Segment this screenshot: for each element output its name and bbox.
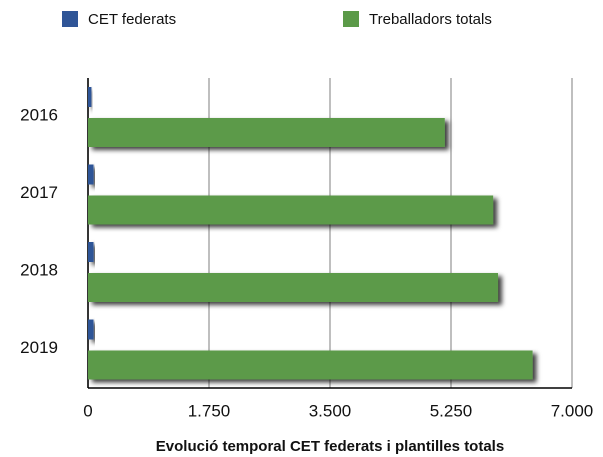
bar bbox=[88, 319, 94, 340]
legend-label: Treballadors totals bbox=[369, 11, 492, 28]
x-tick-label: 5.250 bbox=[430, 401, 473, 420]
y-tick-label: 2018 bbox=[20, 260, 58, 279]
y-tick-label: 2016 bbox=[20, 105, 58, 124]
chart-title: Evolució temporal CET federats i plantil… bbox=[156, 438, 504, 455]
bar bbox=[88, 350, 533, 380]
bar bbox=[88, 273, 499, 302]
bar bbox=[88, 164, 94, 185]
legend-label: CET federats bbox=[88, 11, 176, 28]
bar bbox=[88, 118, 445, 147]
bar bbox=[88, 195, 494, 225]
bar bbox=[88, 242, 94, 262]
y-tick-label: 2019 bbox=[20, 338, 58, 357]
x-tick-label: 7.000 bbox=[551, 401, 594, 420]
x-tick-label: 0 bbox=[83, 401, 92, 420]
x-tick-label: 3.500 bbox=[309, 401, 352, 420]
y-tick-label: 2017 bbox=[20, 183, 58, 202]
x-tick-label: 1.750 bbox=[188, 401, 231, 420]
bar bbox=[88, 87, 92, 107]
legend-swatch bbox=[343, 11, 359, 27]
legend-swatch bbox=[62, 11, 78, 27]
